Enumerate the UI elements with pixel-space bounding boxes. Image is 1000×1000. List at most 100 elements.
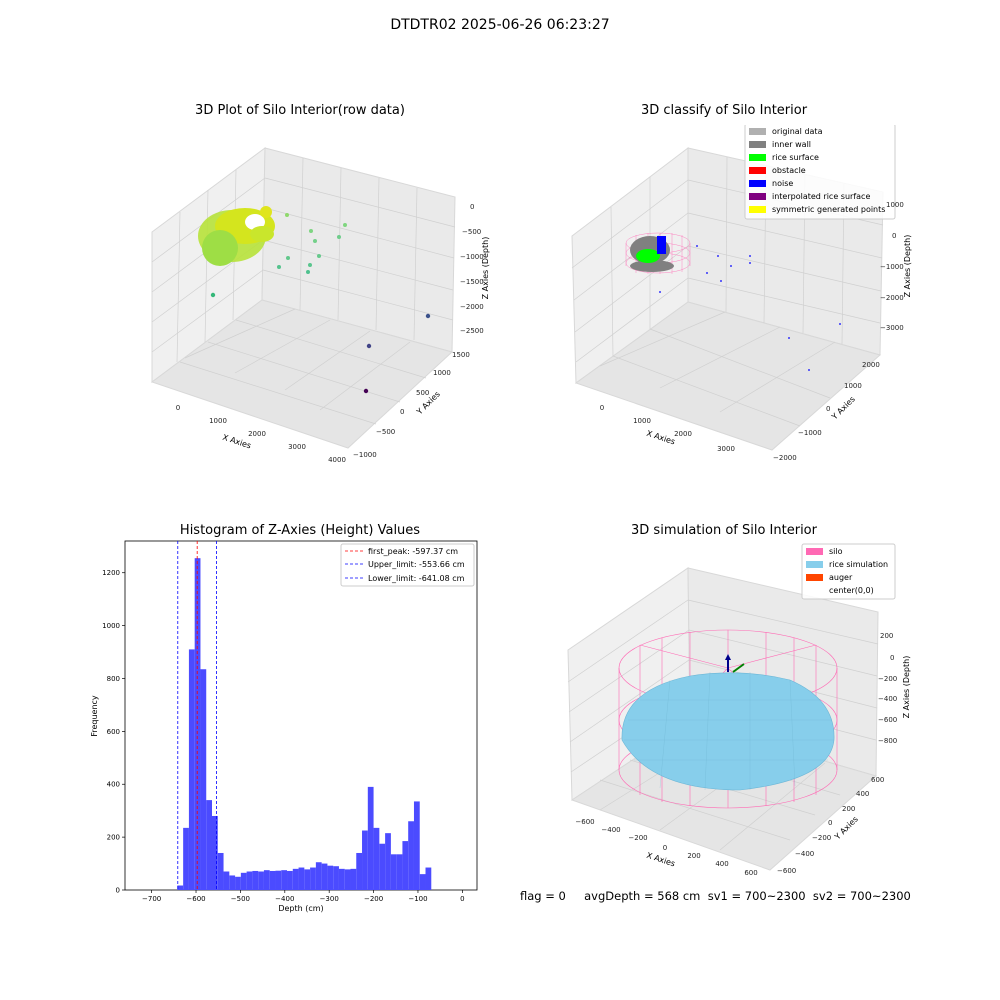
legend-label: Lower_limit: -641.08 cm (368, 574, 465, 583)
histogram-bar (379, 843, 386, 890)
histogram-bar (235, 876, 241, 890)
sim-auger-marker (732, 663, 745, 673)
raw-z-tick: −2500 (460, 327, 484, 335)
legend-swatch-silo (806, 548, 823, 555)
raw-grid (151, 157, 456, 425)
histogram-bar (327, 865, 334, 890)
raw-y-tick: −500 (376, 428, 395, 436)
raw-z-tick: −2000 (460, 303, 484, 311)
histogram-bar (229, 875, 236, 890)
legend-swatch-rice-surface (749, 154, 766, 161)
histogram-bar (183, 827, 189, 890)
legend-swatch-inner-wall (749, 141, 766, 148)
legend-swatch-interpolated (749, 193, 766, 200)
histogram-bar (275, 870, 282, 890)
legend-label: center(0,0) (829, 586, 874, 595)
sim-y-tick: 0 (828, 819, 832, 827)
classify-x-tick: 3000 (717, 445, 735, 453)
raw-z-tick: −500 (462, 228, 481, 236)
classify-y-tick: 1000 (844, 382, 862, 390)
histogram-bar (321, 863, 328, 890)
histogram-y-tick-label: 1000 (102, 622, 120, 630)
histogram-bar (310, 867, 316, 890)
histogram-bar (425, 867, 432, 890)
legend-label: auger (829, 573, 853, 582)
classify-x-tick: 0 (600, 404, 604, 412)
histogram-bar (287, 870, 293, 890)
histogram-x-tick-label: 0 (460, 895, 464, 903)
sim-x-tick: 200 (687, 852, 700, 860)
classify-x-tick: 2000 (674, 430, 692, 438)
classify-grid (571, 156, 884, 427)
legend-label: first_peak: -597.37 cm (368, 547, 458, 556)
histogram-y-tick-label: 1200 (102, 569, 120, 577)
raw-y-tick: 500 (416, 389, 429, 397)
classify-noise-points (659, 245, 841, 371)
legend-label: noise (772, 179, 793, 188)
classify-z-tick: 1000 (886, 201, 904, 209)
classify-inner-wall-lower (630, 260, 674, 272)
figure-title: DTDTR02 2025-06-26 06:23:27 (390, 17, 610, 33)
histogram-bar (413, 801, 420, 890)
histogram-bar (206, 800, 213, 890)
status-footer: flag = 0 avgDepth = 568 cm sv1 = 700~230… (520, 889, 911, 903)
raw-y-ticks: 1500 1000 500 0 −500 −1000 (353, 351, 470, 459)
raw-z-tick: −1500 (460, 278, 484, 286)
raw-z-label: Z Axies (Depth) (481, 237, 490, 300)
legend-label: rice surface (772, 153, 819, 162)
histogram-bar (356, 852, 363, 890)
sim-x-tick: −400 (601, 826, 620, 834)
raw-3d-plot: 0 1000 2000 3000 4000 X Axies 1500 1000 … (150, 146, 490, 464)
legend-swatch-rice-simulation (806, 561, 823, 568)
histogram-bar (338, 868, 345, 890)
legend-swatch-noise (749, 180, 766, 187)
raw-x-tick: 4000 (328, 456, 346, 464)
sim-z-tick: −600 (878, 716, 897, 724)
histogram-bar (281, 870, 288, 890)
histogram-bar (223, 871, 230, 890)
histogram-x-ticks: −700 −600 −500 −400 −300 −200 −100 0 (142, 890, 465, 903)
legend-label: silo (829, 547, 843, 556)
sim-x-ticks: −600 −400 −200 0 200 400 600 (575, 818, 757, 875)
legend-label: obstacle (772, 166, 806, 175)
simulation-legend (801, 543, 896, 600)
histogram-bar (408, 821, 414, 890)
sim-z-tick: −200 (878, 675, 897, 683)
simulation-plot-title: 3D simulation of Silo Interior (631, 523, 817, 538)
sim-x-label: X Axies (645, 851, 676, 869)
sim-x-tick: 400 (715, 860, 728, 868)
raw-x-tick: 0 (176, 404, 180, 412)
histogram-x-tick-label: −200 (364, 895, 383, 903)
histogram-bar (402, 841, 409, 890)
sim-y-tick: 200 (842, 805, 855, 813)
histogram-y-tick-label: 600 (107, 728, 120, 736)
histogram-bar (258, 871, 264, 890)
raw-x-tick: 3000 (288, 443, 306, 451)
classify-3d-plot: original data inner wall rice surface ob… (571, 125, 912, 462)
legend-label: inner wall (772, 140, 811, 149)
histogram-bar (350, 868, 357, 890)
sim-y-tick: −200 (812, 834, 831, 842)
raw-y-tick: 1500 (452, 351, 470, 359)
histogram-x-tick-label: −100 (408, 895, 427, 903)
legend-label: original data (772, 127, 823, 136)
sim-y-ticks: 600 400 200 0 −200 −400 −600 (777, 776, 884, 875)
histogram-bar (240, 872, 247, 890)
raw-z-ticks: 0 −500 −1000 −1500 −2000 −2500 (460, 203, 484, 335)
legend-label: interpolated rice surface (772, 192, 870, 201)
histogram-bar (315, 862, 322, 890)
histogram-bar (362, 830, 368, 890)
classify-rice-surface (636, 249, 660, 263)
legend-swatch-obstacle (749, 167, 766, 174)
histogram-bar (200, 669, 207, 890)
sim-y-tick: 400 (856, 790, 869, 798)
sim-z-label: Z Axies (Depth) (902, 656, 911, 719)
legend-swatch-auger (806, 574, 823, 581)
sim-y-label: Y Axies (832, 815, 860, 843)
legend-label: Upper_limit: -553.66 cm (368, 560, 465, 569)
histogram-bar (292, 868, 299, 890)
classify-y-ticks: 2000 1000 0 −1000 −2000 (773, 361, 880, 462)
histogram-y-label: Frequency (90, 695, 99, 737)
sim-rice-surface (621, 672, 835, 791)
raw-x-tick: 2000 (248, 430, 266, 438)
